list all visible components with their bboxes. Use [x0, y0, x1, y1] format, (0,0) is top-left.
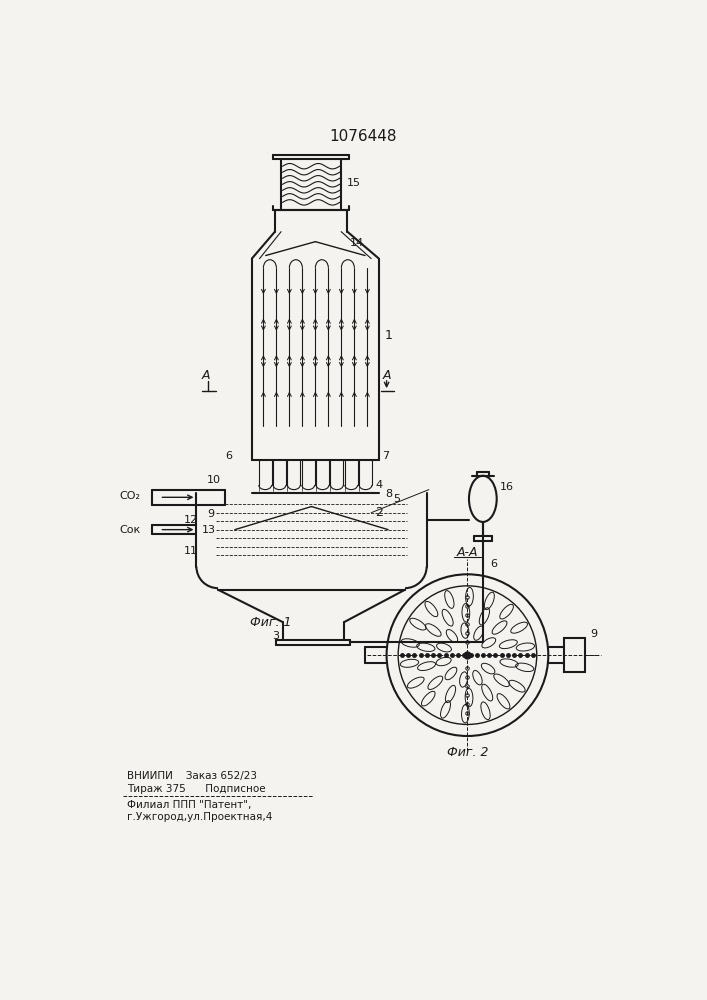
Text: 1076448: 1076448	[329, 129, 397, 144]
Text: 16: 16	[500, 482, 514, 492]
Text: СО₂: СО₂	[119, 491, 141, 501]
Text: 3: 3	[273, 631, 280, 641]
Text: 6: 6	[225, 451, 232, 461]
Text: Тираж 375      Подписное: Тираж 375 Подписное	[127, 784, 266, 794]
Text: 2: 2	[375, 506, 383, 519]
Text: А: А	[201, 369, 210, 382]
Text: 8: 8	[385, 489, 392, 499]
Text: 5: 5	[393, 494, 399, 504]
Text: Сок: Сок	[119, 525, 141, 535]
Text: 14: 14	[350, 238, 364, 248]
Text: 9: 9	[207, 509, 214, 519]
Text: 10: 10	[207, 475, 221, 485]
Text: 4: 4	[376, 480, 383, 490]
Text: Филиал ППП "Патент",: Филиал ППП "Патент",	[127, 800, 252, 810]
Text: А-А: А-А	[457, 546, 478, 559]
Text: 9: 9	[590, 629, 597, 639]
Text: 15: 15	[347, 178, 361, 188]
Text: 6: 6	[491, 559, 498, 569]
Text: 13: 13	[201, 525, 216, 535]
Text: ВНИИПИ    Заказ 652/23: ВНИИПИ Заказ 652/23	[127, 771, 257, 781]
Text: А: А	[382, 369, 391, 382]
Text: 12: 12	[184, 515, 198, 525]
Text: 1: 1	[385, 329, 393, 342]
Text: 11: 11	[184, 546, 198, 556]
Text: Фиг. 2: Фиг. 2	[447, 746, 489, 759]
Text: Фиг. 1: Фиг. 1	[250, 616, 292, 629]
Text: 7: 7	[382, 451, 389, 461]
Text: г.Ужгород,ул.Проектная,4: г.Ужгород,ул.Проектная,4	[127, 812, 272, 822]
Bar	[563, 638, 585, 672]
